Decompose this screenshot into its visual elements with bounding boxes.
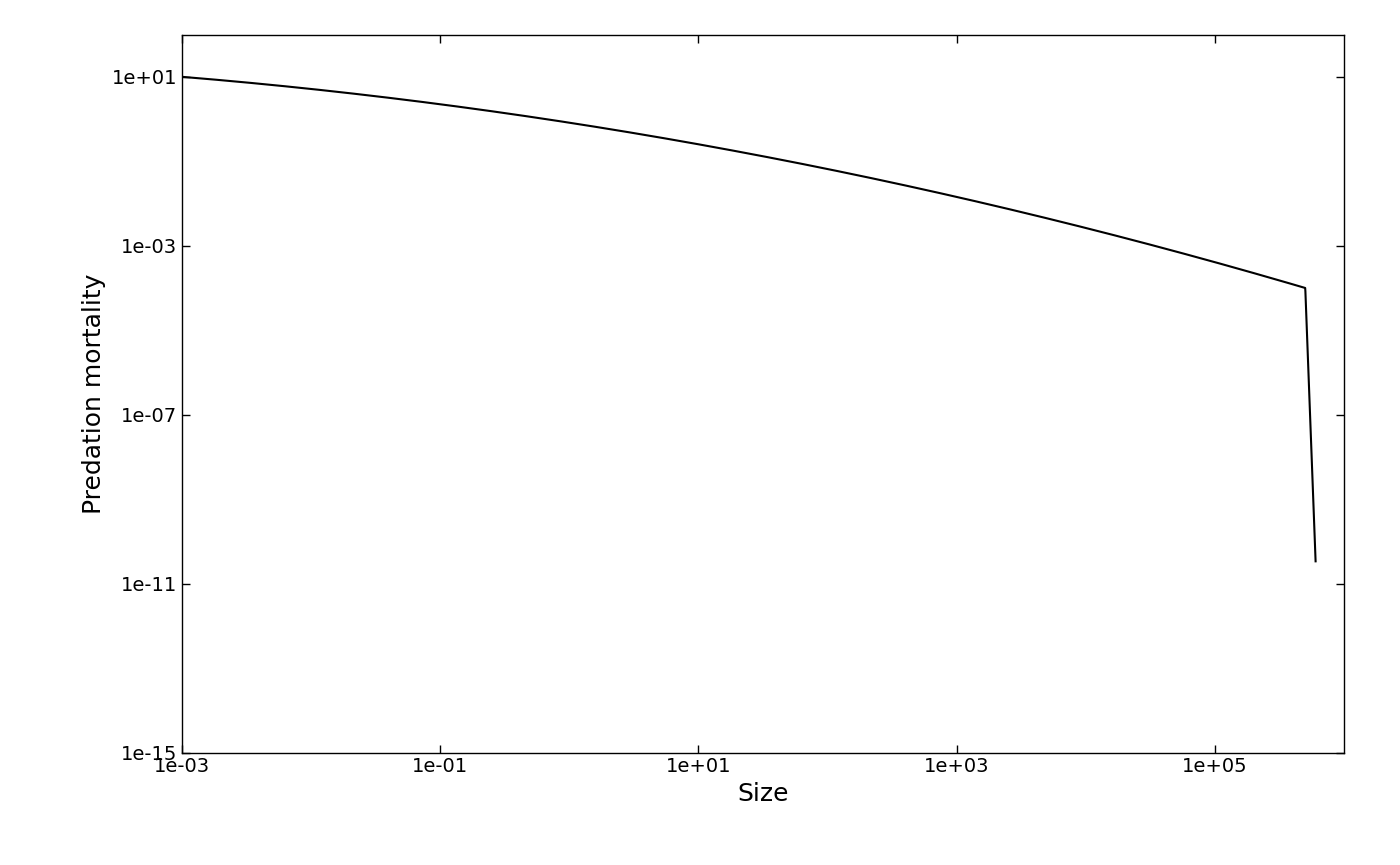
Y-axis label: Predation mortality: Predation mortality <box>83 273 106 514</box>
X-axis label: Size: Size <box>738 782 788 806</box>
